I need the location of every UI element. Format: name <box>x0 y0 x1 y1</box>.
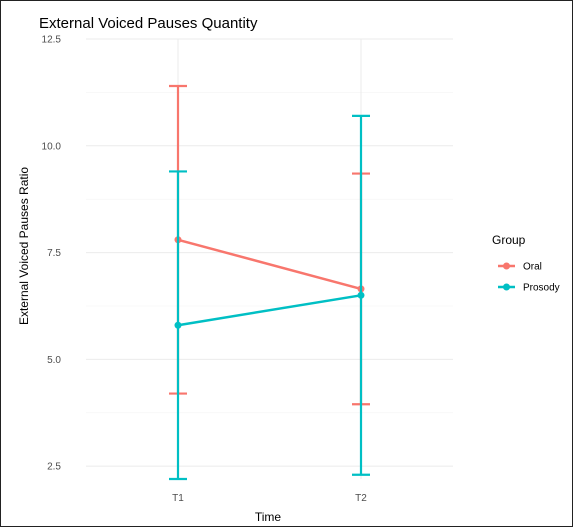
legend-key-point <box>503 283 510 291</box>
x-tick-label: T1 <box>172 493 184 504</box>
legend-item-prosody: Prosody <box>498 283 560 294</box>
grid-layer <box>86 38 453 479</box>
axis-layer: 2.5 5.0 7.5 10.0 12.5 T1 T2 <box>42 35 368 505</box>
chart-title: External Voiced Pauses Quantity <box>39 15 258 32</box>
legend-title: Group <box>492 233 526 247</box>
series-prosody <box>169 114 370 481</box>
y-tick-label: 2.5 <box>47 462 61 473</box>
series-layer <box>169 84 370 481</box>
legend-items: Oral Prosody <box>498 262 560 294</box>
y-tick-label: 7.5 <box>47 248 61 259</box>
series-line <box>177 294 362 327</box>
legend-label: Oral <box>523 262 542 273</box>
legend: Group Oral Prosody <box>492 233 560 294</box>
data-point <box>174 321 182 329</box>
y-axis-title: External Voiced Pauses Ratio <box>17 167 31 325</box>
series-oral <box>169 84 370 406</box>
y-tick-label: 12.5 <box>42 35 62 46</box>
y-tick-label: 10.0 <box>42 141 62 152</box>
x-axis-title: Time <box>255 510 282 524</box>
legend-key-point <box>503 262 510 270</box>
series-line <box>177 238 362 291</box>
legend-label: Prosody <box>523 283 560 294</box>
legend-item-oral: Oral <box>498 262 542 273</box>
x-tick-label: T2 <box>355 493 367 504</box>
y-tick-label: 5.0 <box>47 355 61 366</box>
data-point <box>357 291 365 299</box>
